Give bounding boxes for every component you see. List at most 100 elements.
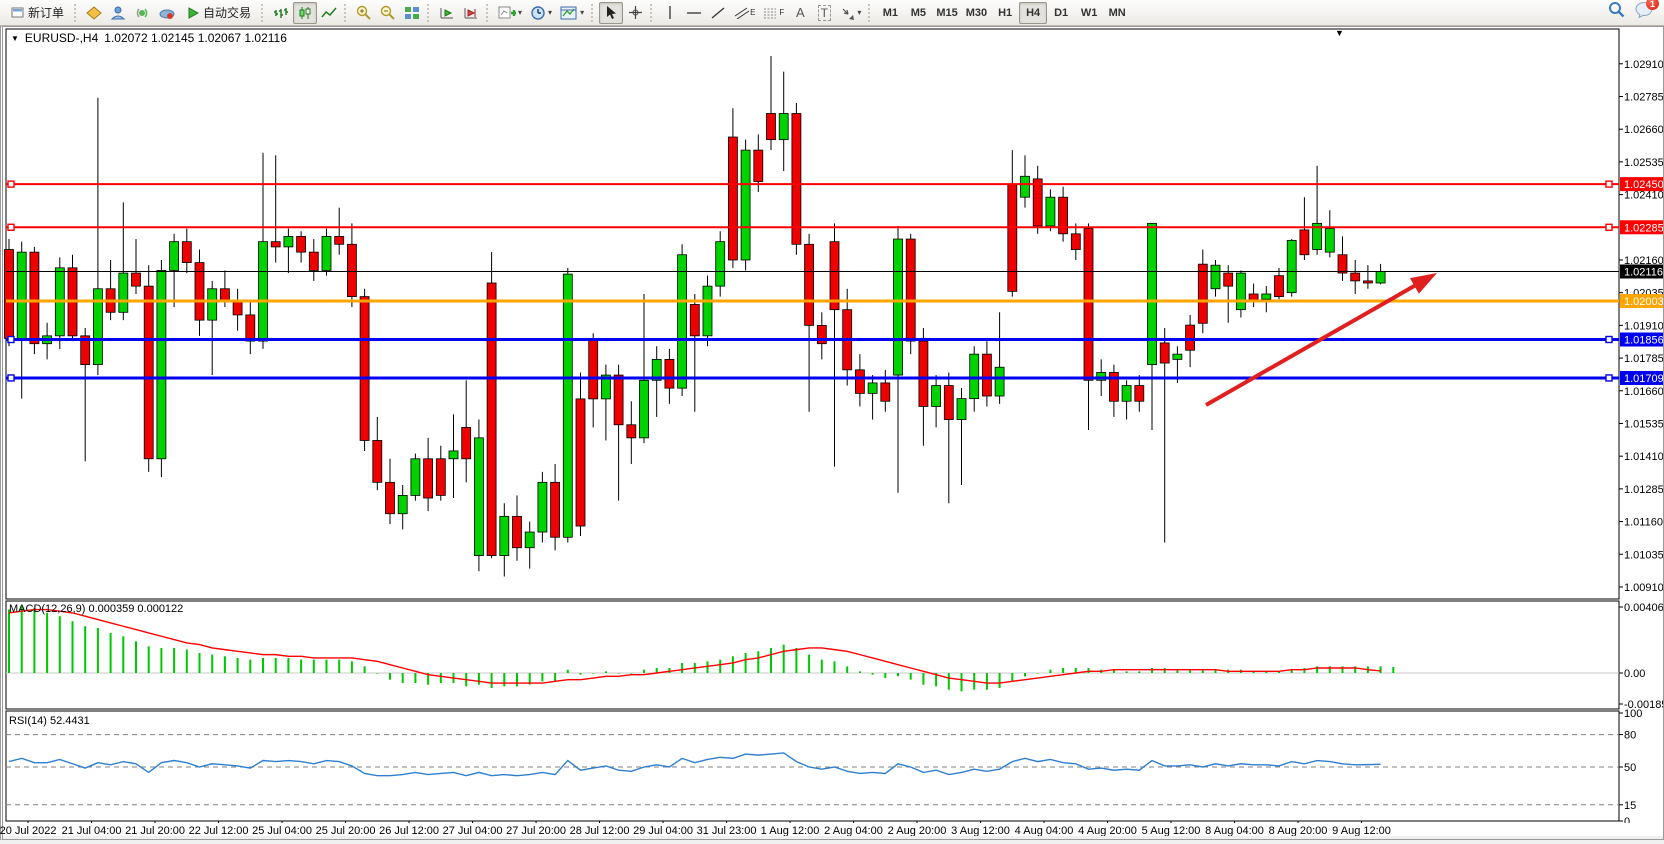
market-button[interactable] (154, 2, 180, 24)
zoom-in-button[interactable] (352, 2, 376, 24)
chart-title-marker-icon[interactable]: ▼ (11, 33, 19, 43)
candle-bear[interactable] (1159, 342, 1170, 364)
tile-windows-button[interactable] (400, 2, 424, 24)
candle-bear[interactable] (385, 481, 395, 515)
candle-bear[interactable] (296, 236, 307, 253)
horizontal-line-tool-button[interactable] (682, 2, 706, 24)
candle-bull[interactable] (1312, 222, 1322, 250)
line-handle[interactable] (7, 335, 15, 344)
rsi-line[interactable] (8, 752, 1381, 777)
candle-bear[interactable] (1337, 254, 1348, 274)
macd-signal-line[interactable] (8, 608, 1381, 684)
auto-scroll-button[interactable] (435, 2, 459, 24)
candle-bear[interactable] (918, 340, 929, 407)
arrows-tool-button[interactable]: ▾ (836, 2, 865, 24)
candle-bear[interactable] (1363, 280, 1373, 284)
candle-bull[interactable] (994, 366, 1005, 397)
candle-bear[interactable] (588, 339, 599, 400)
candle-bear[interactable] (829, 241, 840, 311)
signals-button[interactable] (130, 2, 154, 24)
scroll-position-marker-icon[interactable]: ▼ (1335, 28, 1344, 38)
candle-bull[interactable] (321, 236, 332, 271)
candle-bull[interactable] (1045, 196, 1056, 227)
trend-arrow-head[interactable] (1409, 273, 1437, 294)
line-handle[interactable] (1605, 180, 1613, 188)
candle-bear[interactable] (816, 324, 827, 345)
candle-bear[interactable] (982, 353, 992, 397)
candlestick-chart-button[interactable] (293, 1, 318, 24)
timeframe-H1[interactable]: H1 (998, 6, 1013, 19)
notifications-button[interactable]: 1 (1635, 0, 1659, 18)
candle-bear[interactable] (1223, 272, 1234, 287)
candle-bull[interactable] (931, 385, 941, 407)
candle-bear[interactable] (943, 385, 954, 420)
zoom-out-button[interactable] (376, 2, 400, 24)
candle-bull[interactable] (1261, 293, 1272, 300)
candle-bear[interactable] (1058, 196, 1068, 235)
candle-bull[interactable] (283, 236, 294, 248)
candle-bull[interactable] (499, 515, 510, 556)
candle-bear[interactable] (1007, 183, 1018, 292)
candle-bull[interactable] (651, 358, 662, 381)
timeframe-W1[interactable]: W1 (1080, 6, 1098, 19)
candle-bull[interactable] (207, 288, 218, 321)
candle-bull[interactable] (956, 398, 967, 420)
candle-bear[interactable] (613, 374, 624, 426)
candle-bull[interactable] (677, 254, 687, 389)
candle-bear[interactable] (1274, 275, 1284, 298)
candle-bear[interactable] (181, 241, 192, 263)
candle-bear[interactable] (626, 424, 637, 439)
timeframe-M1[interactable]: M1 (882, 6, 898, 19)
candle-bull[interactable] (397, 495, 408, 515)
candle-bull[interactable] (1096, 372, 1107, 381)
candle-bear[interactable] (664, 358, 675, 389)
candle-bear[interactable] (245, 314, 256, 342)
timeframe-D1[interactable]: D1 (1054, 6, 1069, 19)
candle-bear[interactable] (334, 236, 345, 245)
candle-bull[interactable] (448, 450, 459, 460)
fibonacci-tool-button[interactable]: F (759, 2, 788, 24)
candle-bear[interactable] (804, 243, 814, 326)
channel-tool-button[interactable]: E (730, 2, 759, 24)
line-handle[interactable] (1605, 335, 1613, 344)
candle-bull[interactable] (867, 382, 878, 394)
candle-bear[interactable] (1350, 272, 1361, 282)
line-handle[interactable] (1605, 374, 1613, 382)
text-tool-button[interactable]: A (788, 2, 812, 24)
line-chart-button[interactable] (317, 2, 341, 24)
candle-bear[interactable] (359, 296, 370, 441)
candle-bull[interactable] (156, 270, 167, 460)
periods-button[interactable]: ▾ (526, 2, 556, 24)
bar-chart-button[interactable] (269, 2, 293, 24)
candle-bear[interactable] (346, 243, 357, 298)
new-order-button[interactable]: 新订单 (4, 2, 71, 24)
candle-bear[interactable] (1070, 233, 1081, 250)
line-handle[interactable] (7, 180, 15, 188)
candle-bear[interactable] (80, 335, 91, 366)
timeframe-H4[interactable]: H4 (1019, 1, 1048, 24)
crosshair-tool-button[interactable] (623, 2, 647, 24)
candle-bear[interactable] (855, 369, 865, 394)
candle-bear[interactable] (486, 282, 497, 556)
candle-bear[interactable] (270, 241, 281, 248)
candle-bear[interactable] (1134, 385, 1145, 402)
line-handle[interactable] (1605, 223, 1613, 231)
line-handle[interactable] (7, 374, 15, 382)
candle-bull[interactable] (524, 531, 535, 549)
indicators-button[interactable]: ▾ (494, 2, 526, 24)
candle-bear[interactable] (791, 113, 802, 245)
candle-bear[interactable] (575, 398, 586, 527)
chart-plot[interactable]: 1.02910 1.02785 1.02660 1.02535 1.02410 1.021… (3, 27, 1663, 823)
timeframe-M30[interactable]: M30 (965, 6, 988, 19)
candle-bull[interactable] (1286, 239, 1297, 294)
candle-bear[interactable] (194, 262, 205, 321)
candle-bear[interactable] (131, 272, 141, 287)
candle-bear[interactable] (423, 458, 434, 499)
candle-bull[interactable] (740, 149, 751, 261)
templates-button[interactable]: ▾ (556, 2, 588, 24)
candle-bull[interactable] (778, 113, 789, 141)
candle-bear[interactable] (1083, 228, 1094, 381)
candle-bull[interactable] (410, 458, 421, 496)
candle-bull[interactable] (93, 288, 103, 366)
community-button[interactable] (106, 2, 130, 24)
